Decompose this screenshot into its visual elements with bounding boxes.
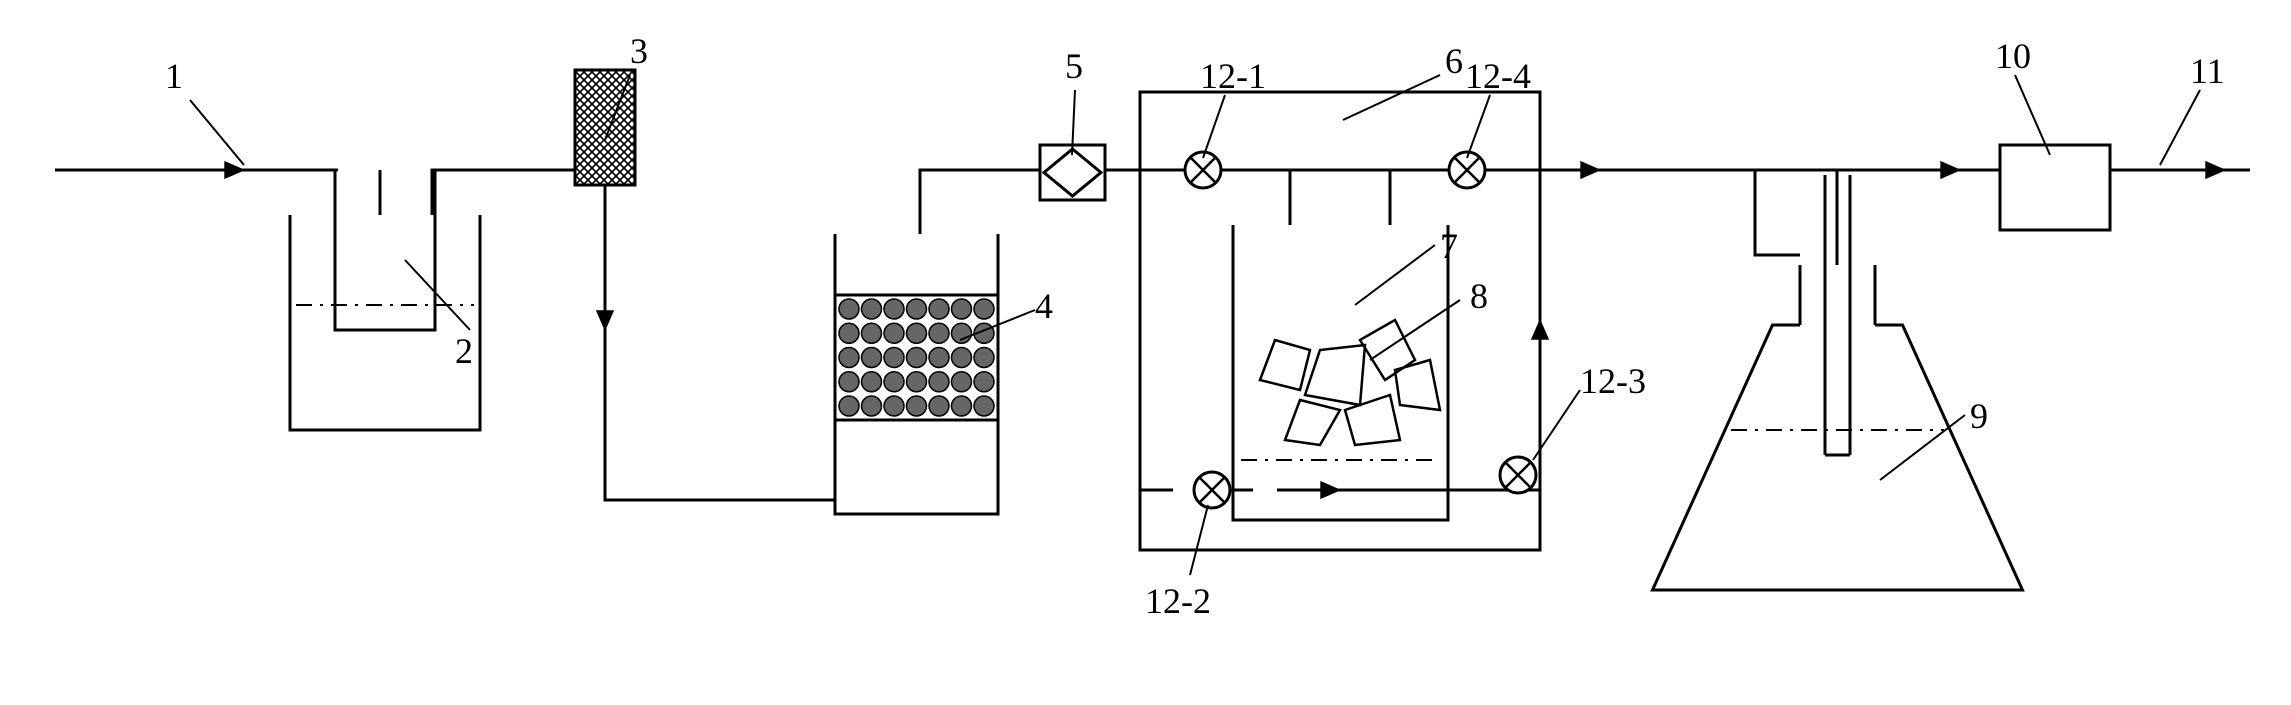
diagram-canvas: 1 2 3 4 5 6 78 9 10 11 12-1 12-2 12-3 12-4 [0, 0, 2291, 705]
label-2: 2 [455, 330, 473, 372]
label-1: 1 [165, 55, 183, 97]
label-10: 10 [1995, 35, 2031, 77]
label-6: 6 [1445, 40, 1463, 82]
label-8: 8 [1470, 275, 1488, 317]
label-12-2: 12-2 [1145, 580, 1211, 622]
label-5: 5 [1065, 45, 1083, 87]
label-12-3: 12-3 [1580, 360, 1646, 402]
label-9: 9 [1970, 395, 1988, 437]
label-4: 4 [1035, 285, 1053, 327]
label-3: 3 [630, 30, 648, 72]
label-7: 7 [1440, 225, 1458, 267]
label-11: 11 [2190, 50, 2225, 92]
label-12-1: 12-1 [1200, 55, 1266, 97]
label-12-4: 12-4 [1465, 55, 1531, 97]
